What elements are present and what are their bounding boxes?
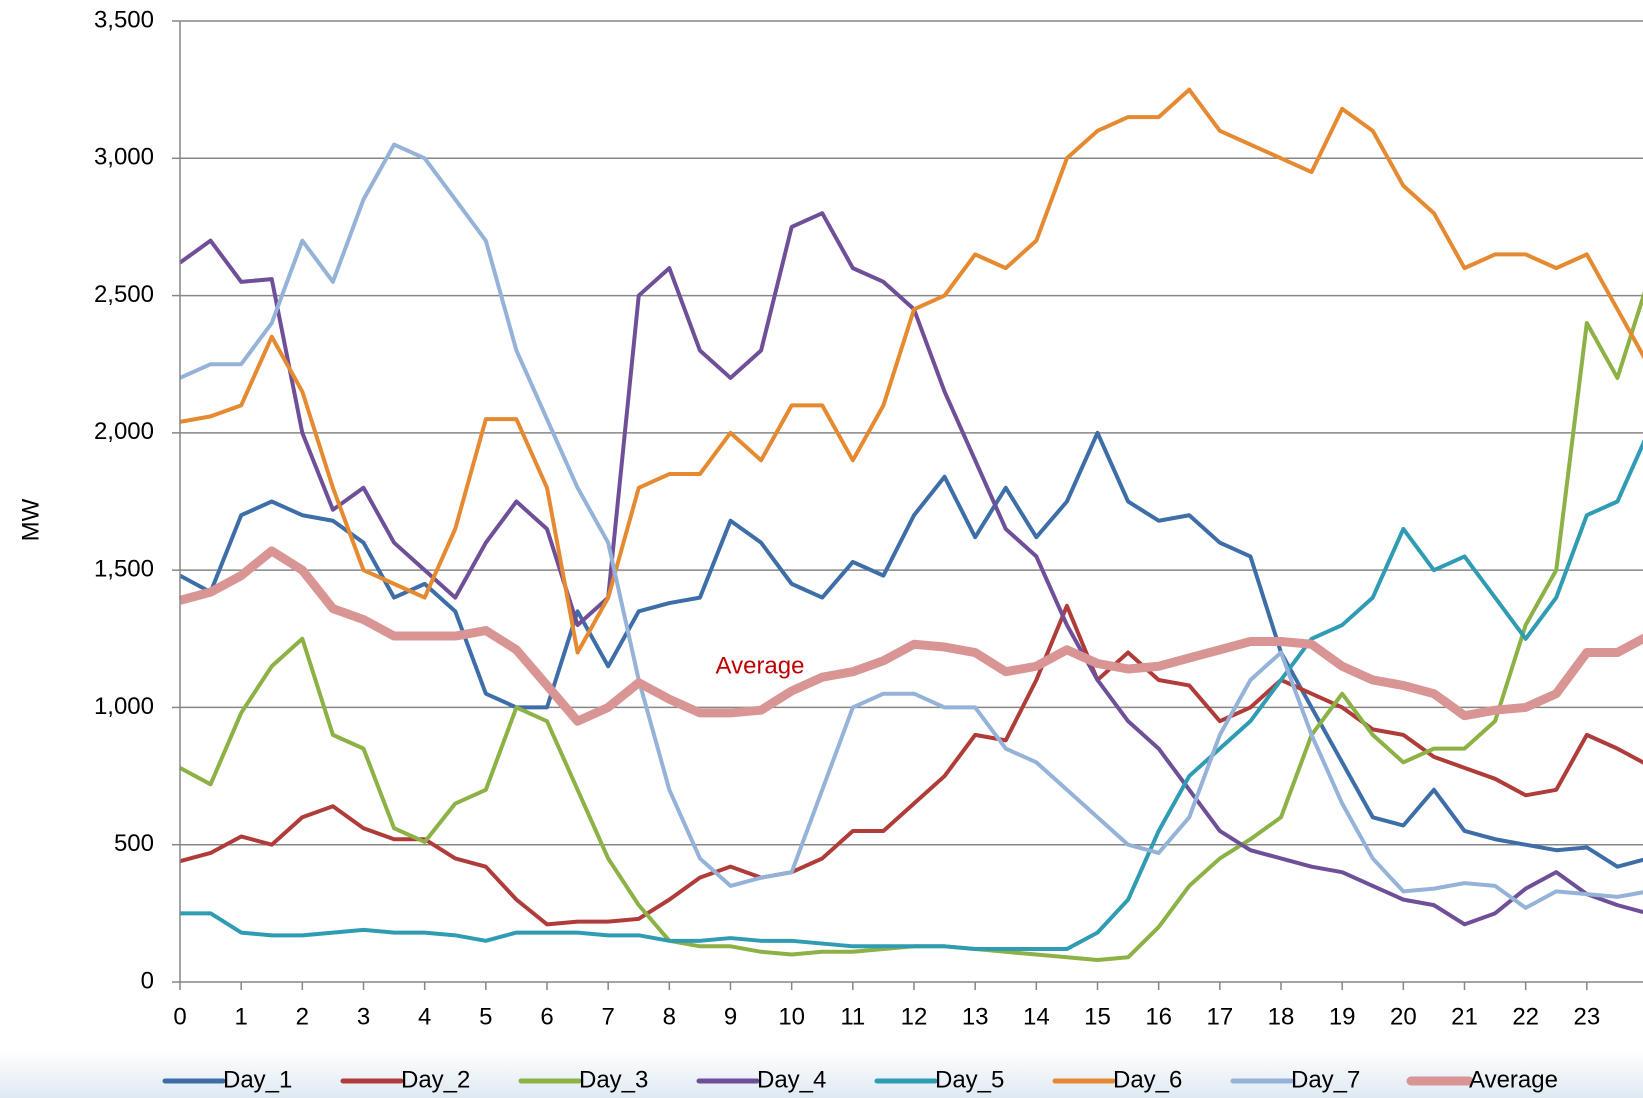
x-tick-label: 5 [479,1003,492,1030]
x-tick-label: 18 [1268,1003,1295,1030]
legend-label: Day_2 [401,1066,470,1093]
annotation: Average [716,652,805,679]
y-tick-label: 3,000 [94,144,154,171]
y-tick-label: 3,500 [94,6,154,33]
footer-band [0,1050,1643,1098]
series-line [179,290,1643,963]
y-tick-label: 2,500 [94,281,154,308]
series-line [178,546,1643,726]
x-tick-label: 9 [724,1003,737,1030]
x-tick-label: 12 [901,1003,928,1030]
x-tick-label: 10 [778,1003,805,1030]
y-tick-label: 2,000 [94,418,154,445]
x-tick-label: 14 [1023,1003,1050,1030]
legend-label: Day_6 [1113,1066,1182,1093]
x-tick-label: 8 [663,1003,676,1030]
legend-label: Day_4 [757,1066,826,1093]
x-tick-label: 16 [1145,1003,1172,1030]
y-tick-label: 0 [141,967,154,994]
legend-label: Day_1 [223,1066,292,1093]
x-tick-label: 13 [962,1003,989,1030]
series-line [179,430,1643,869]
y-tick-label: 1,500 [94,555,154,582]
legend-label: Average [1469,1066,1558,1093]
plot-area [178,20,1643,983]
series-line [180,439,1643,952]
x-tick-label: 1 [234,1003,247,1030]
x-tick-label: 23 [1573,1003,1600,1030]
x-tick-label: 20 [1390,1003,1417,1030]
x-tick-label: 2 [296,1003,309,1030]
x-tick-label: 15 [1084,1003,1111,1030]
x-tick-label: 0 [173,1003,186,1030]
x-tick-label: 17 [1206,1003,1233,1030]
legend-label: Day_7 [1291,1066,1360,1093]
series-line [179,603,1643,927]
x-tick-label: 21 [1451,1003,1478,1030]
x-tick-label: 19 [1329,1003,1356,1030]
x-tick-label: 22 [1512,1003,1539,1030]
x-tick-label: 4 [418,1003,431,1030]
legend-label: Day_5 [935,1066,1004,1093]
y-axis-label: MW [17,498,44,541]
legend-label: Day_3 [579,1066,648,1093]
x-tick-label: 7 [601,1003,614,1030]
x-tick-label: 11 [840,1003,865,1030]
series-line [179,87,1643,655]
x-tick-label: 3 [357,1003,370,1030]
y-tick-label: 1,000 [94,693,154,720]
y-tick-label: 500 [114,830,154,857]
series-line [179,142,1643,910]
x-tick-label: 6 [540,1003,553,1030]
